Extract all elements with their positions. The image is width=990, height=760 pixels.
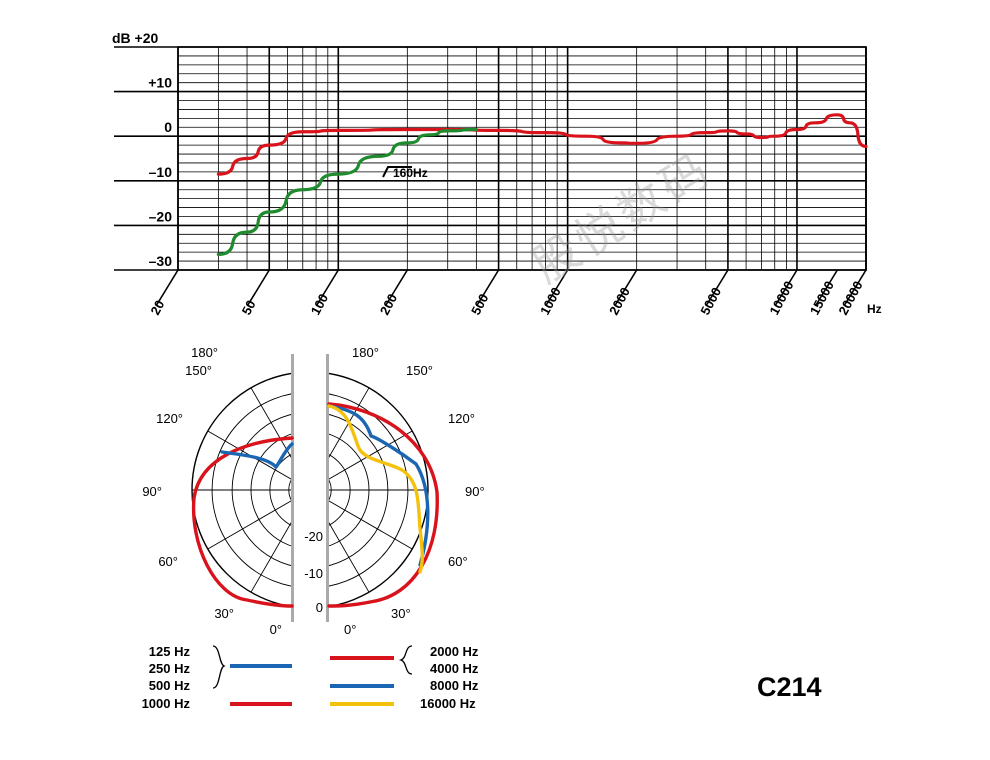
legend-label: 16000 Hz xyxy=(420,696,476,711)
polar-center-hole xyxy=(301,481,319,499)
legend-label: 125 Hz xyxy=(149,644,191,659)
polar-left-blue xyxy=(220,442,294,469)
polar-right-bar xyxy=(326,354,329,622)
y-tick-label: –10 xyxy=(149,164,173,180)
polar-angle-label-left: 180° xyxy=(191,345,218,360)
y-tick-label: +10 xyxy=(148,75,172,91)
polar-angle-label-right: 150° xyxy=(406,363,433,378)
x-tick-label: 20 xyxy=(147,298,167,318)
polar-scale-label: 0 xyxy=(316,600,323,615)
frequency-curve-red xyxy=(216,113,868,176)
x-tick-mark xyxy=(315,269,339,307)
cutoff-label: 160Hz xyxy=(393,166,428,180)
legend-label: 1000 Hz xyxy=(142,696,191,711)
frequency-response-grid xyxy=(114,46,867,271)
x-tick-mark xyxy=(544,269,569,307)
polar-angle-label-right: 60° xyxy=(448,554,468,569)
x-tick-mark xyxy=(155,269,179,307)
frequency-x-axis-labels: 20 50 100 200 500 1000 2000 5000 10000 1500020000… xyxy=(147,269,882,318)
x-tick-label: 50 xyxy=(239,298,259,318)
x-tick-label: 200 xyxy=(377,291,400,317)
x-tick-mark xyxy=(613,269,638,307)
polar-angle-label-right: 30° xyxy=(391,606,411,621)
x-tick-mark xyxy=(246,269,270,307)
polar-pattern-chart: 180° 180° 150° 150° 120° 120° 90° 90° 60° 60° 30° 3… xyxy=(142,345,484,637)
polar-angle-label-left: 90° xyxy=(142,484,162,499)
polar-right-yellow xyxy=(327,404,424,574)
y-tick-label: –30 xyxy=(149,253,173,269)
legend-label: 8000 Hz xyxy=(430,678,479,693)
polar-angle-label-right: 0° xyxy=(344,622,356,637)
model-label: C214 xyxy=(757,672,822,702)
polar-right-red xyxy=(327,402,439,608)
x-tick-mark xyxy=(475,269,500,307)
x-tick-mark xyxy=(705,269,729,307)
x-tick-label: 100 xyxy=(308,291,331,317)
polar-angle-label-right: 120° xyxy=(448,411,475,426)
polar-angle-label-left: 150° xyxy=(185,363,212,378)
polar-angle-label-left: 30° xyxy=(214,606,234,621)
x-tick-mark xyxy=(384,269,409,307)
polar-left-bar xyxy=(291,354,294,622)
legend-label: 4000 Hz xyxy=(430,661,479,676)
polar-left-red xyxy=(191,436,294,608)
frequency-curve-green xyxy=(216,127,478,256)
polar-scale-label: -20 xyxy=(304,529,323,544)
polar-angle-label-left: 0° xyxy=(270,622,282,637)
legend-brace-right xyxy=(398,645,413,675)
legend-label: 250 Hz xyxy=(149,661,191,676)
x-tick-label: 2000 xyxy=(606,285,633,318)
cutoff-160hz-annotation: 160Hz xyxy=(382,166,428,180)
frequency-response-curves xyxy=(216,113,868,256)
y-tick-label: 0 xyxy=(164,119,172,135)
polar-angle-label-left: 60° xyxy=(158,554,178,569)
legend-label: 500 Hz xyxy=(149,678,191,693)
polar-angle-label-right: 180° xyxy=(352,345,379,360)
x-tick-mark xyxy=(843,269,867,307)
plot-frame xyxy=(177,46,867,271)
x-tick-mark xyxy=(774,269,798,307)
x-tick-label: 15000 xyxy=(807,278,837,317)
frequency-y-axis-labels: dB +20 +10 0 –10 –20 –30 xyxy=(112,30,172,269)
polar-angle-label-left: 120° xyxy=(156,411,183,426)
polar-legend: 125 Hz 250 Hz 500 Hz 1000 Hz 2000 Hz 4000 Hz 8… xyxy=(142,644,479,711)
x-tick-label: 20000 xyxy=(835,278,865,317)
y-tick-label: –20 xyxy=(149,208,173,224)
legend-label: 2000 Hz xyxy=(430,644,479,659)
x-tick-label: 10000 xyxy=(766,278,796,317)
x-tick-mark xyxy=(814,269,839,307)
x-tick-label: 5000 xyxy=(697,285,724,318)
y-tick-label: dB +20 xyxy=(112,30,159,46)
x-tick-label: 500 xyxy=(468,291,491,317)
polar-scale-label: -10 xyxy=(304,566,323,581)
polar-right-blue xyxy=(327,404,430,567)
legend-brace-left xyxy=(212,645,226,689)
polar-angle-label-right: 90° xyxy=(465,484,485,499)
x-axis-unit: Hz xyxy=(867,302,882,316)
